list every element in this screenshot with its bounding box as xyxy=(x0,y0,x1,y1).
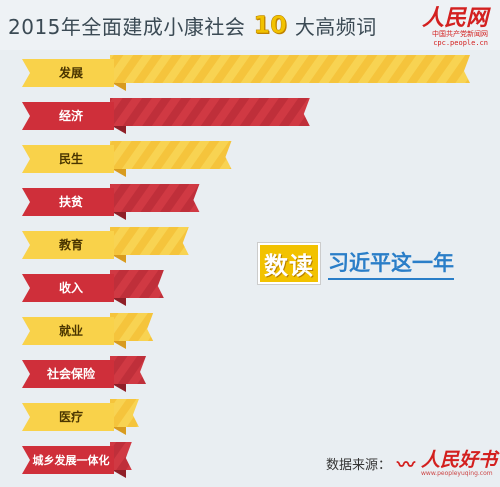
logo-url: cpc.people.cn xyxy=(433,39,488,47)
category-label-box xyxy=(22,446,114,474)
category-label: 社会保险 xyxy=(46,366,96,381)
category-label-box xyxy=(22,59,114,87)
category-label-box xyxy=(22,403,114,431)
bar xyxy=(110,98,310,126)
bar xyxy=(110,356,147,384)
badge-box: 数读 xyxy=(257,242,321,285)
ribbon-fold xyxy=(112,298,126,306)
wave-icon: 〰 xyxy=(397,454,416,476)
data-source: 数据来源： 〰 人民好书 www.peopleyuqing.com xyxy=(326,450,497,477)
header: 2015年全面建成小康社会 10 大高频词 人民网 中国共产党新闻网 cpc.p… xyxy=(0,0,500,50)
ribbon-fold xyxy=(112,341,126,349)
category-label: 经济 xyxy=(59,108,84,123)
logo-sub: 中国共产党新闻网 xyxy=(432,30,488,38)
category-label-box xyxy=(22,231,114,259)
bar xyxy=(110,399,139,427)
category-label: 就业 xyxy=(59,323,83,338)
source-label: 数据来源： xyxy=(326,458,392,473)
bar xyxy=(110,442,132,470)
source-logo: 人民好书 www.peopleyuqing.com xyxy=(421,450,497,477)
source-logo-url: www.peopleyuqing.com xyxy=(421,470,493,477)
category-label: 发展 xyxy=(58,65,83,80)
bar xyxy=(110,270,164,298)
category-label-box xyxy=(22,317,114,345)
bar xyxy=(110,141,232,169)
ribbon-fold xyxy=(112,255,126,263)
title-suffix: 大高频词 xyxy=(294,14,377,39)
category-label: 教育 xyxy=(58,237,83,252)
category-label: 扶贫 xyxy=(59,194,84,209)
title-prefix: 2015年全面建成小康社会 xyxy=(8,14,246,39)
category-label: 收入 xyxy=(59,280,83,295)
shudu-badge: 数读 习近平这一年 xyxy=(257,242,454,285)
chart-title: 2015年全面建成小康社会 10 大高频词 xyxy=(8,8,377,42)
category-label: 医疗 xyxy=(59,409,83,424)
people-logo: 人民网 中国共产党新闻网 cpc.people.cn xyxy=(398,5,488,47)
ribbon-fold xyxy=(112,126,126,134)
ribbon-fold xyxy=(112,384,126,392)
category-label-box xyxy=(22,145,114,173)
category-label: 城乡发展一体化 xyxy=(33,453,110,467)
ribbon-fold xyxy=(112,212,126,220)
bar xyxy=(110,184,200,212)
source-logo-main: 人民好书 xyxy=(421,449,498,471)
ribbon-fold xyxy=(112,169,126,177)
ribbon-fold xyxy=(112,83,126,91)
ribbon-fold xyxy=(112,427,126,435)
category-label-box xyxy=(22,102,114,130)
bar xyxy=(110,313,154,341)
ribbon-fold xyxy=(112,470,126,478)
category-label-box xyxy=(22,274,114,302)
badge-text: 习近平这一年 xyxy=(328,247,454,280)
category-label: 民生 xyxy=(59,151,83,166)
category-label-box xyxy=(22,360,114,388)
logo-main: 人民网 xyxy=(421,5,488,31)
bar xyxy=(110,227,189,255)
bar xyxy=(110,55,470,83)
category-label-box xyxy=(22,188,114,216)
title-number: 10 xyxy=(253,11,287,40)
